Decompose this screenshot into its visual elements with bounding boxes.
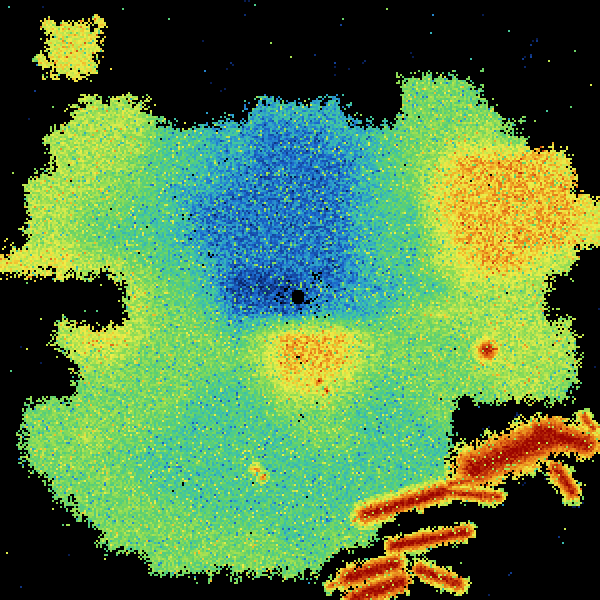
heatmap-figure bbox=[0, 0, 600, 600]
heatmap-canvas bbox=[0, 0, 600, 600]
